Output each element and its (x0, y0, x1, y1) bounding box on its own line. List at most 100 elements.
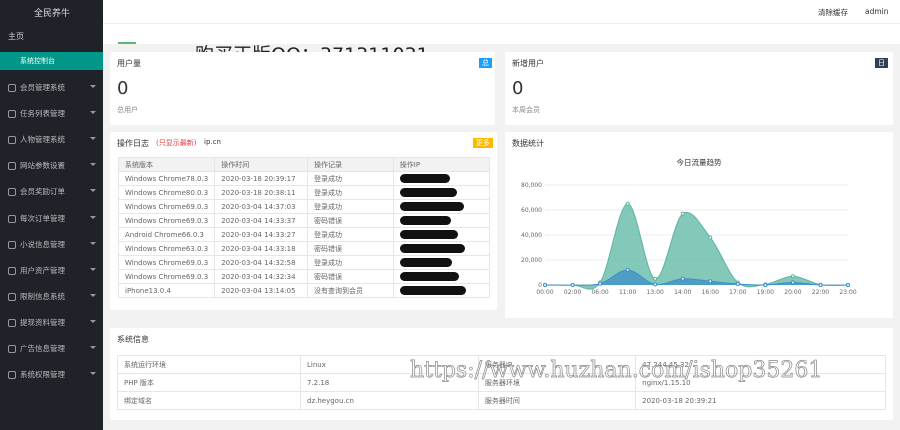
area (545, 269, 848, 286)
menu-item[interactable]: 小说信息管理 (20, 239, 65, 249)
chart-card: 数据统计 今日流量趋势 0 20,000 40,000 60,000 80,000 00:00… (505, 132, 893, 318)
menu-arrow (90, 163, 96, 169)
submenu-active (0, 52, 103, 70)
log-cell: 登录成功 (307, 199, 394, 214)
log-row: iPhone13.0.4 2020-03-04 13:14:05 没有查询到会员 (117, 283, 491, 298)
chart-title: 今日流量趋势 (677, 157, 722, 167)
log-cell: 2020-03-04 14:33:37 (214, 213, 309, 228)
clear-cache[interactable]: 清除缓存 (818, 8, 848, 17)
log-cell-redacted (392, 171, 491, 186)
tabbar (103, 24, 900, 44)
line (544, 269, 849, 286)
log-cell: 密码错误 (307, 241, 394, 256)
point (570, 283, 575, 287)
card-value: 0 (117, 78, 129, 99)
column-header: 操作IP (392, 157, 491, 172)
menu-item[interactable]: 广告信息管理 (20, 344, 65, 353)
menu-arrow (90, 85, 96, 91)
log-cell: 2020-03-04 13:14:05 (214, 283, 309, 298)
log-cell-redacted (392, 269, 491, 284)
log-card: 操作日志 (只显示最新) ip.cn 更多 系统版本 操作时间 操作记录 操作IP Window… (110, 132, 497, 310)
home-tab[interactable] (118, 26, 136, 44)
menu-item[interactable]: 任务列表管理 (20, 109, 65, 119)
redaction (399, 202, 464, 211)
user-menu[interactable]: admin (865, 7, 889, 16)
sysinfo-cell: 2020-03-18 20:39:21 (635, 391, 886, 410)
log-row: Windows Chrome69.0.3 2020-03-04 14:32:34 密… (117, 269, 491, 284)
log-cell-redacted (392, 255, 491, 270)
point (708, 279, 713, 284)
menu-icon (8, 292, 16, 301)
point (790, 280, 795, 285)
menu-item[interactable]: 系统权限管理 (20, 370, 65, 380)
point (790, 274, 795, 279)
x-tick-label: 16:00 (702, 289, 719, 296)
sysinfo-title: 系统信息 (117, 335, 149, 344)
x-tick-label: 00:00 (536, 289, 553, 296)
menu-item[interactable]: 会员管理系统 (20, 83, 65, 92)
menu-item[interactable]: 每次订单管理 (20, 213, 65, 223)
log-title: 操作日志 (117, 139, 149, 148)
card-caption: 总用户 (117, 106, 138, 114)
log-cell: Windows Chrome69.0.3 (117, 269, 216, 284)
log-row: Windows Chrome63.0.3 2020-03-04 14:33:18 密… (117, 241, 491, 256)
sysinfo-row: PHP 版本 7.2.18 服务器环境 nginx/1.15.10 (117, 373, 886, 392)
x-tick-label: 20:00 (784, 289, 801, 296)
chart: 今日流量趋势 0 20,000 40,000 60,000 80,000 00:00 02:0… (521, 157, 857, 296)
menu-arrow (90, 293, 96, 300)
menu-item[interactable]: 提现资料管理 (20, 317, 65, 327)
log-more[interactable]: 更多 (473, 138, 493, 148)
menu-icon (8, 345, 16, 353)
log-cell: Windows Chrome63.0.3 (117, 241, 216, 256)
log-row: Windows Chrome78.0.3 2020-03-18 20:39:17 登… (117, 171, 491, 186)
menu-icon (8, 318, 16, 327)
y-tick-label: 40,000 (521, 232, 542, 239)
submenu-item[interactable]: 系统控制台 (20, 57, 55, 65)
sidebar: 全民养牛 主页 系统控制台 会员管理系统 任务列表管理 人物管理系统 网站参数设置 会员奖励订… (0, 0, 103, 430)
card-badge: 日 (875, 58, 888, 68)
log-cell: 2020-03-04 14:33:18 (214, 241, 309, 256)
menu-item[interactable]: 限制信息系统 (20, 291, 65, 301)
redaction (399, 174, 450, 183)
column-header: 操作记录 (307, 157, 394, 172)
log-cell: Windows Chrome69.0.3 (117, 199, 216, 214)
log-cell-redacted (392, 185, 491, 200)
log-cell: 登录成功 (307, 227, 394, 242)
sysinfo-table: 系统运行环境 Linux 服务器IP 47.244.45.32 PHP 版本 7.2.18… (117, 355, 886, 410)
point (543, 283, 547, 287)
menu-icon (8, 110, 16, 119)
menu-item[interactable]: 主页 (8, 32, 24, 41)
log-cell: 密码错误 (307, 213, 394, 228)
log-cell-redacted (392, 227, 491, 242)
log-cell: 2020-03-18 20:38:11 (214, 185, 309, 200)
menu-icon (8, 84, 16, 92)
point (625, 268, 630, 272)
point (680, 276, 685, 281)
log-row: Windows Chrome69.0.3 2020-03-04 14:33:37 密… (117, 213, 491, 228)
chart-card-title: 数据统计 (512, 139, 544, 148)
redaction (399, 230, 458, 239)
point (680, 211, 685, 216)
log-cell: 2020-03-04 14:32:34 (214, 269, 309, 284)
menu-item[interactable]: 会员奖励订单 (20, 187, 65, 197)
topbar (103, 0, 900, 24)
point (598, 281, 603, 286)
log-cell: 2020-03-04 14:37:03 (214, 199, 309, 214)
menu-item[interactable]: 人物管理系统 (20, 135, 65, 145)
point (735, 282, 740, 286)
column-header: 系统版本 (117, 157, 216, 172)
menu-item[interactable]: 网站参数设置 (20, 161, 65, 171)
log-ip-note: ip.cn (204, 138, 221, 146)
log-cell: Windows Chrome69.0.3 (117, 213, 216, 228)
redaction (399, 272, 459, 281)
stat-card: 新增用户 日 0 本周会员 (505, 52, 893, 125)
log-header: 系统版本 操作时间 操作记录 操作IP (117, 157, 491, 172)
menu-item[interactable]: 用户资产管理 (20, 265, 65, 275)
log-row: Android Chrome66.0.3 2020-03-04 14:33:27 登… (117, 227, 491, 242)
y-tick-label: 60,000 (521, 207, 542, 214)
sysinfo-cell: 服务器时间 (477, 391, 637, 410)
menu-arrow (90, 189, 96, 195)
log-note: (只显示最新) (156, 139, 197, 147)
point (653, 276, 658, 281)
